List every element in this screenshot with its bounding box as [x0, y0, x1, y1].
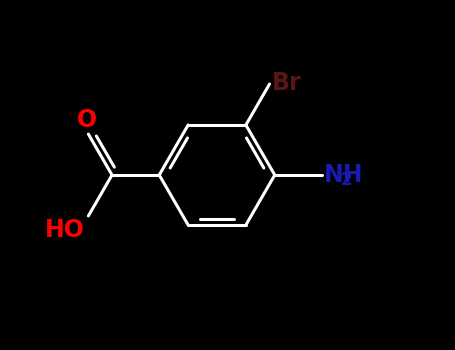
Text: 2: 2: [340, 170, 352, 189]
Text: O: O: [76, 108, 96, 132]
Text: NH: NH: [324, 163, 363, 187]
Text: HO: HO: [45, 218, 85, 241]
Text: Br: Br: [272, 71, 302, 94]
